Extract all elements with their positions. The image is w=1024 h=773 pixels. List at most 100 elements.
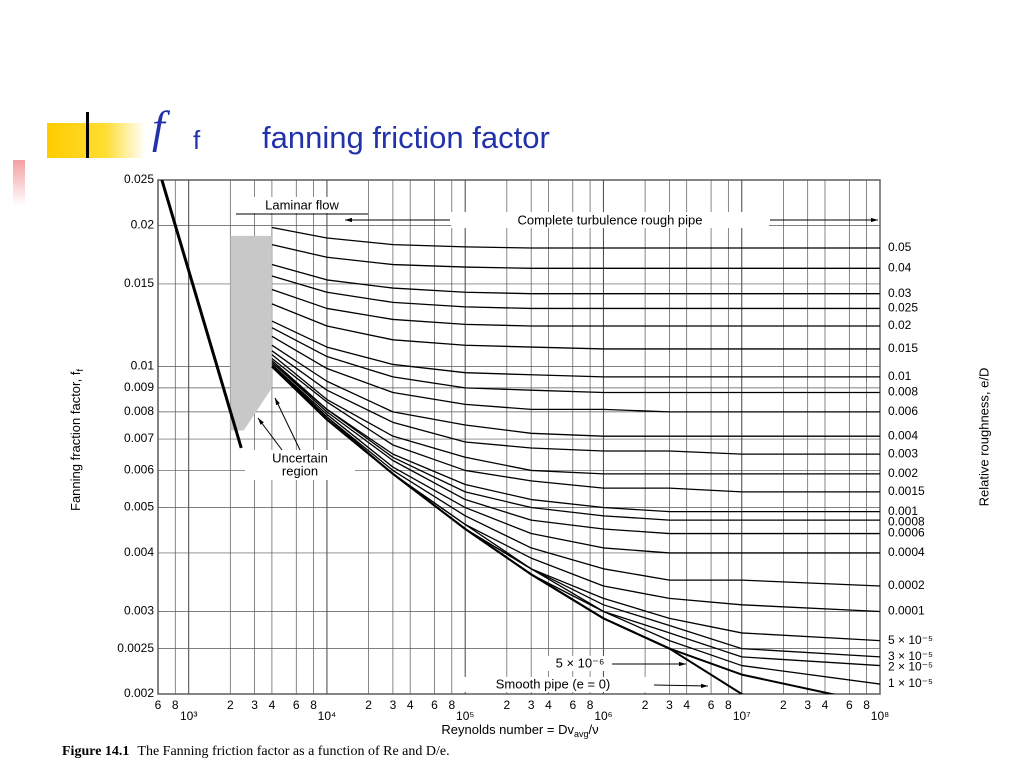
turbulence-label: Complete turbulence rough pipe — [517, 212, 702, 227]
legend-label: 0.0002 — [888, 578, 925, 592]
legend-label: 0.04 — [888, 260, 912, 274]
y-axis-label: Fanning fraction factor, ff — [68, 369, 85, 511]
legend-label: 0.05 — [888, 240, 912, 254]
x-tick-label: 8 — [863, 698, 870, 712]
uncertain-label: region — [282, 463, 318, 478]
label-bg — [456, 677, 652, 692]
y-tick-label: 0.025 — [124, 172, 154, 186]
curves — [160, 180, 880, 694]
x-axis-label: Reynolds number = Dvavg/ν — [441, 722, 598, 739]
x-tick-label: 8 — [725, 698, 732, 712]
legend-label: 2 × 10⁻⁵ — [888, 660, 933, 674]
y-tick-label: 0.003 — [124, 604, 154, 618]
y-tick-label: 0.002 — [124, 686, 154, 700]
x-tick-label: 8 — [448, 698, 455, 712]
x-axis-label-tail: /ν — [588, 722, 598, 737]
roughness-curve — [271, 363, 880, 554]
legend-label: 0.004 — [888, 428, 918, 442]
legend-label: 1 × 10⁻⁵ — [888, 676, 933, 690]
y-tick-label: 0.015 — [124, 276, 154, 290]
slide-title: fanning friction factor — [262, 120, 550, 155]
legend-label: 0.001 — [888, 504, 918, 518]
uncertain-arrow — [274, 397, 301, 451]
label-bg — [245, 450, 355, 480]
roughness-curve — [271, 263, 880, 295]
smooth-curve — [271, 365, 745, 694]
legend-label: 0.03 — [888, 286, 912, 300]
title-accent — [47, 123, 145, 158]
legend-label: 0.015 — [888, 341, 918, 355]
x-tick-label: 6 — [431, 698, 438, 712]
x-tick-label: 4 — [269, 698, 276, 712]
x-tick-label: 3 — [804, 698, 811, 712]
laminar-line — [160, 180, 243, 449]
x-tick-label: 10⁵ — [456, 709, 474, 723]
legend-label: 0.0001 — [888, 604, 925, 618]
roughness-curve — [271, 303, 880, 350]
x-tick-label: 4 — [683, 698, 690, 712]
y-tick-label: 0.009 — [124, 380, 154, 394]
x-tick-label: 8 — [587, 698, 594, 712]
uncertain-region — [230, 235, 272, 431]
x-tick-label: 3 — [666, 698, 673, 712]
title-subscript: f — [193, 125, 201, 155]
caption-text: The Fanning friction factor as a functio… — [137, 744, 449, 759]
x-tick-label: 2 — [780, 698, 787, 712]
x-tick-label: 8 — [310, 698, 317, 712]
legend-label: 0.006 — [888, 404, 918, 418]
x-tick-label: 4 — [407, 698, 414, 712]
x-tick-label: 6 — [708, 698, 715, 712]
caption-label: Figure 14.1 — [62, 744, 129, 759]
curve-arrow — [653, 683, 709, 688]
label-bg — [451, 212, 769, 228]
y-tick-label: 0.004 — [124, 545, 154, 559]
caption: Figure 14.1 The Fanning friction factor a… — [62, 744, 450, 759]
uncertain-arrow — [257, 417, 283, 451]
x-tick-label: 3 — [251, 698, 258, 712]
legend-label: 5 × 10⁻⁵ — [888, 633, 933, 647]
y-tick-label: 0.008 — [124, 404, 154, 418]
x-tick-label: 2 — [503, 698, 510, 712]
y-tick-label: 0.006 — [124, 463, 154, 477]
x-tick-label: 10⁷ — [733, 709, 751, 723]
legend-label: 0.0006 — [888, 526, 925, 540]
legend-label: 0.003 — [888, 446, 918, 460]
x-tick-label: 4 — [822, 698, 829, 712]
legend-label: 0.02 — [888, 318, 912, 332]
y2-axis-label: Relative roughness, e/D — [976, 368, 991, 507]
labels: 0.002 0.0025 0.003 0.004 0.005 0.006 0.007 0.00… — [117, 172, 933, 723]
plot-frame — [157, 179, 881, 695]
x-axis-label-main: Reynolds number = Dv — [441, 722, 574, 737]
roughness-curve — [271, 288, 880, 327]
y-tick-label: 0.02 — [131, 218, 155, 232]
roughness-curve — [271, 363, 880, 587]
roughness-curve — [271, 226, 880, 249]
smooth-label: Smooth pipe (e = 0) — [496, 676, 611, 691]
x-tick-label: 6 — [846, 698, 853, 712]
x-tick-label: 6 — [155, 698, 162, 712]
legend-label: 0.002 — [888, 466, 918, 480]
roughness-curve — [271, 357, 880, 493]
x-tick-label: 8 — [172, 698, 179, 712]
x-tick-label: 10⁸ — [871, 709, 889, 723]
laminar-label: Laminar flow — [265, 197, 339, 212]
roughness-curve — [271, 344, 880, 437]
roughness-curve — [271, 335, 880, 413]
side-accent — [13, 160, 25, 206]
label-bg — [540, 656, 610, 671]
legend-label: 0.0015 — [888, 484, 925, 498]
legend-label: 3 × 10⁻⁵ — [888, 649, 933, 663]
x-tick-label: 10⁴ — [318, 709, 337, 723]
y-tick-label: 0.007 — [124, 431, 154, 445]
title-bar — [86, 112, 89, 158]
y-tick-label: 0.0025 — [117, 641, 154, 655]
roughness-curve — [271, 320, 880, 378]
roughness-curve — [271, 365, 880, 613]
roughness-curve — [271, 243, 880, 269]
uncertain-label: Uncertain — [272, 450, 328, 465]
title-symbol: f — [152, 102, 171, 153]
x-tick-label: 4 — [545, 698, 552, 712]
x-tick-label: 10³ — [180, 709, 197, 723]
